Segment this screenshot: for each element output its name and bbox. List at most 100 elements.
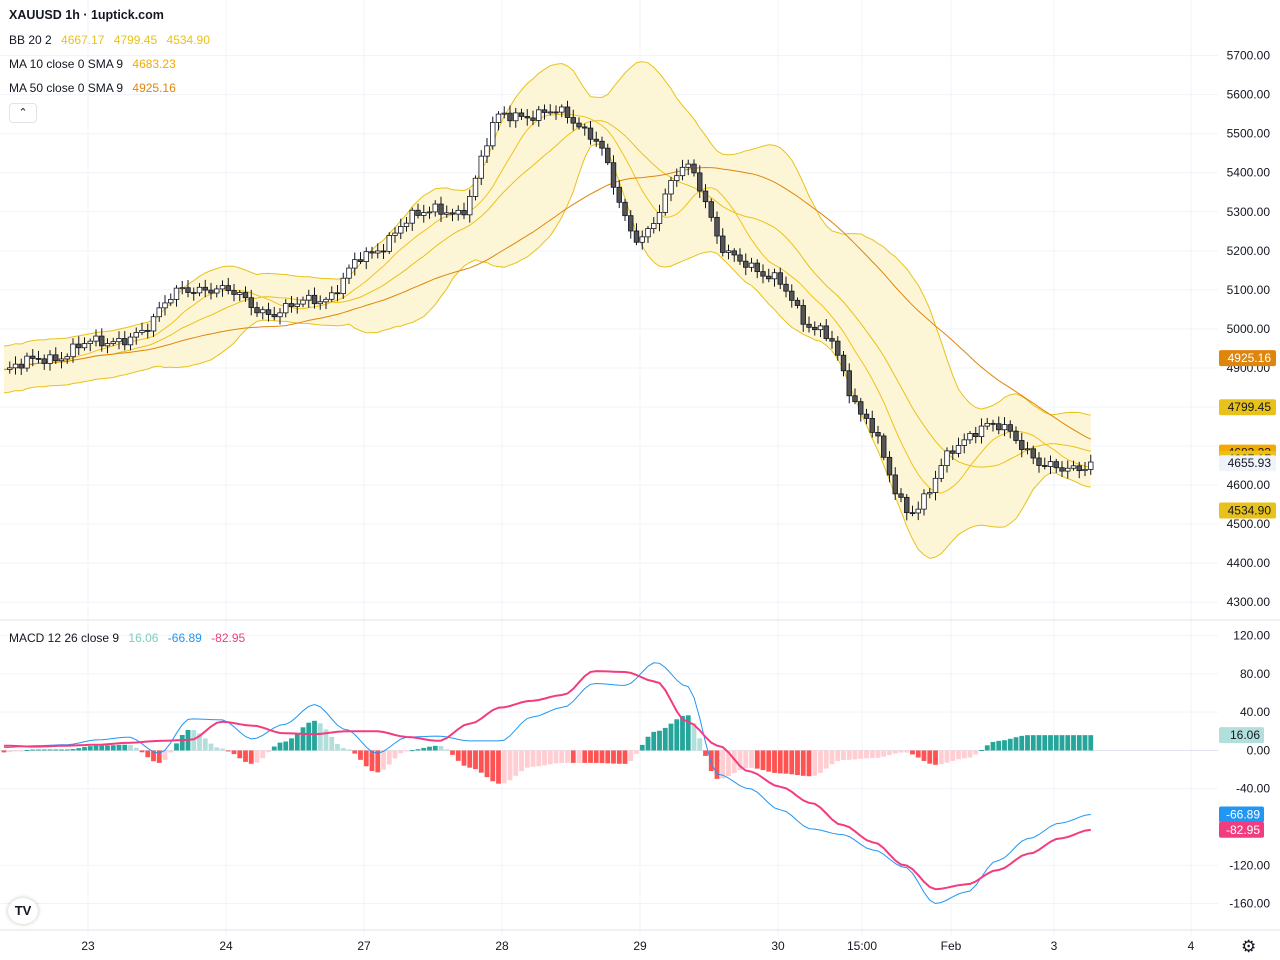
macd-hist-bar <box>760 750 766 771</box>
macd-hist-bar <box>737 750 743 771</box>
macd-hist-bar <box>869 750 875 759</box>
candle-up <box>7 367 13 370</box>
candle-up <box>150 316 157 332</box>
macd-hist-bar <box>818 750 823 773</box>
candle-down <box>202 286 208 291</box>
candle-down <box>616 186 622 203</box>
macd-hist-bar <box>685 715 691 751</box>
macd-hist-bar <box>335 743 340 751</box>
macd-hist-bar <box>369 750 375 772</box>
macd-hist-bar <box>283 741 289 751</box>
tradingview-logo-icon[interactable]: TV <box>8 898 38 924</box>
macd-hist-bar <box>611 750 616 764</box>
bb-basis-line <box>3 120 1091 468</box>
price-tag-bg <box>1219 455 1276 472</box>
macd-hist-bar <box>266 750 271 753</box>
candle-up <box>306 294 312 301</box>
candle-down <box>1059 467 1065 472</box>
candle-up <box>662 193 668 213</box>
macd-hist-bar <box>47 749 53 751</box>
macd-hist-bar <box>13 750 18 752</box>
candle-up <box>927 492 933 495</box>
macd-label: MACD 12 26 close 9 <box>9 631 120 645</box>
macd-hist-bar <box>795 750 800 776</box>
candle-up <box>513 112 519 122</box>
macd-hist-bar <box>1065 735 1071 751</box>
candle-up <box>484 145 490 157</box>
macd-hist-bar <box>622 750 628 764</box>
candle-up <box>323 298 329 303</box>
candle-down <box>731 250 737 256</box>
candle-down <box>702 190 709 203</box>
price-tick-label: 5600.00 <box>1227 88 1271 102</box>
candle-up <box>961 439 967 446</box>
macd-hist-bar <box>1013 737 1019 751</box>
macd-tick-label: -40.00 <box>1236 782 1270 796</box>
candle-up <box>817 325 824 331</box>
macd-hist-bar <box>634 750 639 754</box>
candle-down <box>254 307 260 314</box>
candle-down <box>794 299 801 306</box>
candle-down <box>973 433 979 438</box>
macd-hist-bar <box>743 750 749 769</box>
macd-hist-bar <box>1 750 7 753</box>
ma10-legend[interactable]: MA 10 close 0 SMA 9 4683.23 <box>9 57 182 71</box>
candle-up <box>214 288 220 294</box>
macd-line-value: -66.89 <box>167 631 202 645</box>
macd-hist-bar <box>904 750 910 753</box>
macd-hist-bar <box>1019 735 1025 751</box>
time-tick-label: 3 <box>1051 939 1058 953</box>
macd-hist-bar <box>823 750 829 769</box>
macd-legend[interactable]: MACD 12 26 close 9 16.06 -66.89 -82.95 <box>9 631 251 645</box>
macd-hist-bar <box>122 744 128 751</box>
candle-down <box>438 203 444 215</box>
candle-down <box>1030 448 1036 459</box>
candle-up <box>915 508 921 514</box>
candle-down <box>766 275 772 280</box>
bb-legend[interactable]: BB 20 2 4667.17 4799.45 4534.90 <box>9 33 216 47</box>
macd-hist-bar <box>381 750 386 770</box>
candle-down <box>518 112 525 117</box>
macd-hist-bar <box>576 750 582 763</box>
candle-down <box>570 117 576 124</box>
candle-down <box>875 431 881 437</box>
macd-hist-bar <box>714 750 720 779</box>
candle-up <box>87 340 93 344</box>
macd-hist-value: 16.06 <box>128 631 159 645</box>
candle-down <box>812 326 818 331</box>
candle-up <box>921 493 927 510</box>
macd-hist-bar <box>542 750 547 766</box>
price-tick-label: 4400.00 <box>1227 556 1271 570</box>
macd-hist-bar <box>858 750 864 759</box>
macd-hist-bar <box>225 750 231 752</box>
candle-up <box>984 422 990 427</box>
macd-hist-bar <box>346 749 352 751</box>
macd-hist-bar <box>450 750 455 755</box>
macd-hist-bar <box>875 750 881 758</box>
candle-down <box>628 215 634 232</box>
time-axis: 23 24 27 28 29 30 15:00 Feb 3 4 <box>0 929 1280 953</box>
candle-down <box>1042 465 1048 467</box>
macd-hist-bar <box>70 749 76 751</box>
macd-hist-bar <box>892 750 898 754</box>
collapse-legend-button[interactable]: ⌃ <box>9 103 37 123</box>
candle-up <box>403 222 410 227</box>
macd-hist-bar <box>841 750 846 761</box>
chevron-up-icon: ⌃ <box>18 107 28 119</box>
macd-hist-bar <box>496 750 501 784</box>
macd-hist-bar <box>1007 738 1013 751</box>
ma50-legend[interactable]: MA 50 close 0 SMA 9 4925.16 <box>9 81 182 95</box>
candles <box>7 100 1094 521</box>
macd-hist-bar <box>772 750 777 773</box>
macd-hist-bar <box>864 750 869 759</box>
macd-hist-bar <box>427 746 432 751</box>
macd-hist-bar <box>82 747 87 751</box>
price-tag-label: 4799.45 <box>1228 400 1272 414</box>
ma10-label: MA 10 close 0 SMA 9 <box>9 57 124 71</box>
gear-icon[interactable]: ⚙ <box>1241 937 1257 956</box>
macd-hist-bar <box>662 727 668 751</box>
macd-hist-bar <box>777 750 783 774</box>
macd-hist-bar <box>927 750 933 764</box>
macd-hist-bar <box>783 750 789 774</box>
